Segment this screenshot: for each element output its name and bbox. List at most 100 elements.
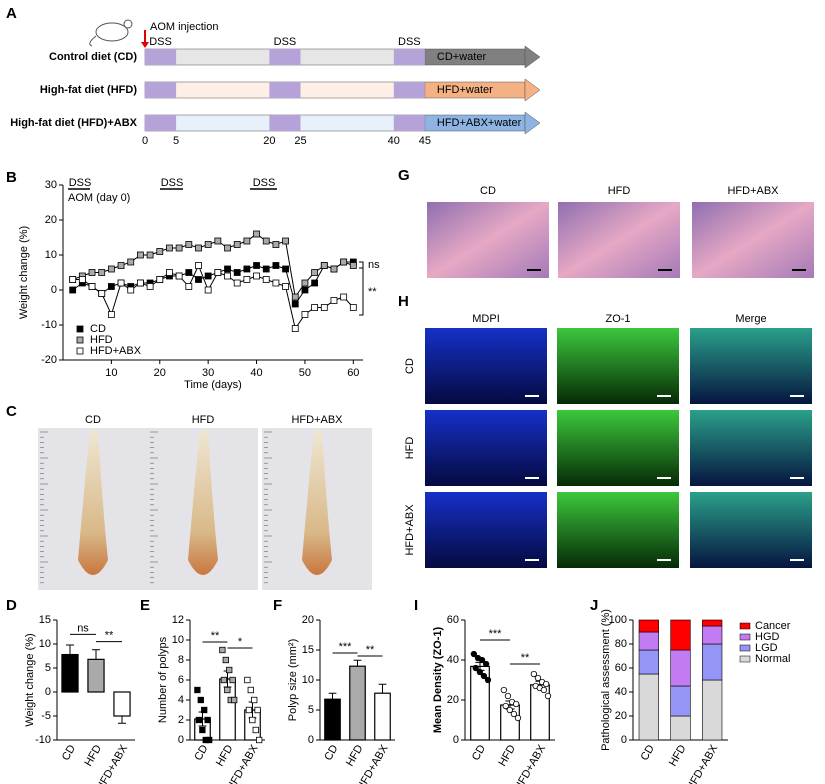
x-tick-label: 40 [250,367,262,379]
data-point [185,269,193,276]
bar-segment [702,619,723,627]
y-tick-label: -10 [41,319,57,331]
row-label: Control diet (CD) [49,51,137,63]
data-point [311,304,319,311]
data-point [69,276,77,283]
x-tick-label: 30 [202,367,214,379]
y-tick-label: 6 [178,674,184,686]
end-label: HFD+ABX+water [437,117,522,129]
y-axis-label: Polyp size (mm²) [287,639,299,722]
row-label: High-fat diet (HFD) [40,84,137,96]
legend-label: Normal [755,653,790,665]
x-tick-label: HFD+ABX [512,742,548,784]
data-point [195,716,203,724]
aom-arrowhead [141,42,149,48]
colon-tissue [188,430,218,575]
data-point [262,265,270,273]
annotation: ns [77,622,89,634]
image-label: CD [480,185,496,197]
data-point [243,265,251,273]
data-point [502,702,509,710]
data-point [98,290,106,297]
data-point [214,269,222,276]
fluorescence-image [425,492,547,568]
data-point [127,286,135,294]
histology-image [427,202,549,278]
data-point [311,279,319,287]
data-point [233,269,241,276]
histology-image [558,202,680,278]
y-axis-label: Mean Density (ZO-1) [432,626,444,733]
y-tick-label: 0 [621,734,627,746]
data-point [245,706,253,714]
data-point [253,230,260,238]
fluorescence-image [557,492,679,568]
image-label: HFD+ABX [291,414,343,426]
data-point [254,706,261,714]
data-point [156,248,164,255]
data-point [243,276,251,283]
bar [61,653,79,693]
error-bar [328,692,337,700]
data-point [146,251,154,259]
x-tick-label: HFD [496,743,518,769]
annotation: DSS [69,177,92,189]
histology-image [692,202,814,278]
data-point [301,311,309,318]
data-point [349,262,357,269]
y-tick-label: 20 [447,694,459,706]
bar-segment [638,649,659,675]
legend-marker [76,325,84,333]
data-point [301,286,309,294]
legend-label: HGD [755,631,780,643]
y-tick-label: 20 [302,614,314,626]
y-tick-label: 4 [178,694,184,706]
timeline-tick: 20 [263,135,275,147]
data-point [478,656,486,664]
panel-label: B [6,169,17,186]
data-point [226,666,233,674]
x-axis-label: Time (days) [184,379,242,391]
y-tick-label: 5 [45,662,51,674]
data-point [500,686,508,694]
x-tick-label: CD [60,743,78,763]
data-point [544,692,552,700]
image-label: HFD [192,414,215,426]
y-tick-label: 60 [447,614,459,626]
data-point [88,269,96,276]
sig-bracket [359,267,364,316]
data-point [514,714,522,722]
data-point [247,686,254,694]
data-point [224,265,231,273]
error-bar [353,659,362,667]
data-point [98,269,106,276]
dss-label: DSS [274,36,297,48]
data-point [510,710,518,718]
panel-label: G [398,167,410,184]
data-point [175,244,183,252]
data-point [204,241,212,248]
data-point [320,304,328,311]
data-point [530,670,538,678]
data-point [476,668,483,676]
x-tick-label: HFD [82,743,104,769]
data-point [472,664,479,672]
data-point [534,674,542,682]
bar-segment [670,685,691,717]
y-axis-label: Pathological assessment (%) [600,609,612,751]
error-bar [91,649,101,660]
data-point [117,262,125,269]
panel-label: E [140,597,150,614]
legend-label: CD [90,323,106,335]
timeline-tick: 5 [173,135,179,147]
dss-label: DSS [149,36,172,48]
data-point [540,686,548,694]
data-point [244,676,251,684]
bar-segment [702,679,723,741]
fluorescence-image [557,328,679,404]
bar-segment [638,631,659,651]
mouse-icon [89,19,133,47]
x-tick-label: HFD [344,743,366,769]
dss-window [145,115,177,131]
data-point [512,700,520,708]
